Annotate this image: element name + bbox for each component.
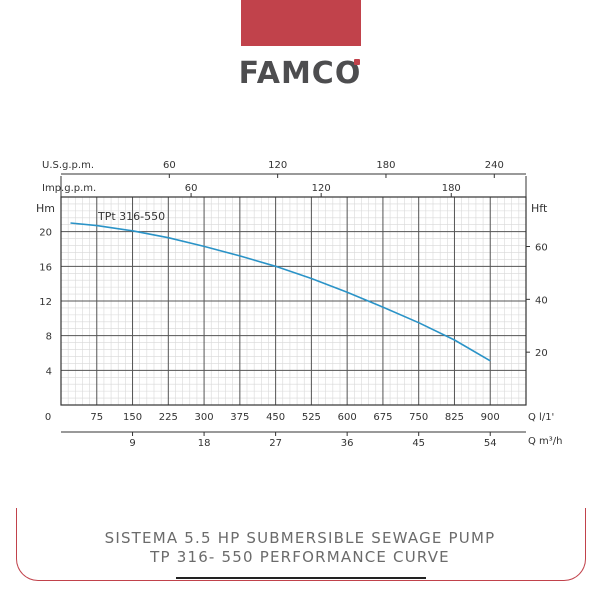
y-left-tick-label: 4 — [46, 366, 52, 377]
y-right-tick-label: 40 — [535, 295, 548, 306]
m3h-tick-label: 27 — [269, 438, 282, 449]
caption-line-1: SISTEMA 5.5 HP SUBMERSIBLE SEWAGE PUMP — [104, 529, 496, 547]
x-tick-label: 150 — [123, 412, 142, 423]
caption-frame — [16, 508, 586, 581]
x-tick-label: 525 — [302, 412, 321, 423]
x-tick-label: 75 — [90, 412, 103, 423]
x-primary-label: Q l/1' — [528, 412, 554, 423]
impgpm-tick-label: 180 — [442, 183, 461, 194]
usgpm-tick-label: 240 — [485, 160, 504, 171]
logo-last-letter: O — [334, 56, 362, 91]
usgpm-tick-label: 60 — [163, 160, 176, 171]
x-tick-label: 900 — [481, 412, 500, 423]
caption-line-2: TP 316- 550 PERFORMANCE CURVE — [150, 548, 450, 566]
impgpm-tick-label: 60 — [185, 183, 198, 194]
famco-logo: FAMCO — [0, 56, 600, 91]
y-right-tick-label: 60 — [535, 243, 548, 254]
m3h-tick-label: 18 — [198, 438, 211, 449]
y-left-tick-label: 12 — [39, 297, 52, 308]
series — [70, 222, 491, 362]
y-right-label: Hft — [531, 202, 548, 215]
x-tick-label: 300 — [195, 412, 214, 423]
logo-accent-square — [354, 59, 361, 65]
m3h-tick-label: 54 — [484, 438, 497, 449]
x-tick-label: 675 — [373, 412, 392, 423]
x-usgpm-label: U.S.g.p.m. — [42, 160, 94, 171]
series-label: TPt 316-550 — [97, 210, 165, 223]
y-left-tick-label: 16 — [39, 262, 52, 273]
x-tick-label: 750 — [409, 412, 428, 423]
y-left-tick-label: 8 — [46, 332, 52, 343]
caption-underline — [176, 577, 426, 579]
m3h-tick-label: 36 — [341, 438, 354, 449]
y-left-label: Hm — [36, 202, 55, 215]
x-impgpm-label: Imp.g.p.m. — [42, 183, 96, 194]
brand-top-bar — [241, 0, 361, 46]
x-tick-label: 600 — [338, 412, 357, 423]
y-left-tick-label: 20 — [39, 228, 52, 239]
grid — [60, 197, 527, 406]
x-tick-label: 0 — [45, 412, 51, 423]
axis-labels: U.S.g.p.m. Imp.g.p.m. Hm Hft Q l/1' Q m³… — [36, 160, 563, 447]
plot-border — [60, 196, 527, 406]
x-tick-label: 450 — [266, 412, 285, 423]
x-tick-label: 825 — [445, 412, 464, 423]
impgpm-tick-label: 120 — [312, 183, 331, 194]
usgpm-tick-label: 120 — [268, 160, 287, 171]
m3h-tick-label: 45 — [412, 438, 425, 449]
m3h-tick-label: 9 — [129, 438, 135, 449]
tick-labels: 60 120 180 240 60 120 180 0 75 150 225 300 375 450 525… — [39, 160, 547, 449]
logo-text: FAMC — [238, 56, 335, 91]
performance-curve-line — [70, 222, 491, 362]
x-tick-label: 375 — [230, 412, 249, 423]
x-m3h-label: Q m³/h — [528, 436, 563, 447]
usgpm-tick-label: 180 — [376, 160, 395, 171]
x-tick-label: 225 — [159, 412, 178, 423]
y-right-tick-label: 20 — [535, 348, 548, 359]
axes — [60, 173, 530, 436]
